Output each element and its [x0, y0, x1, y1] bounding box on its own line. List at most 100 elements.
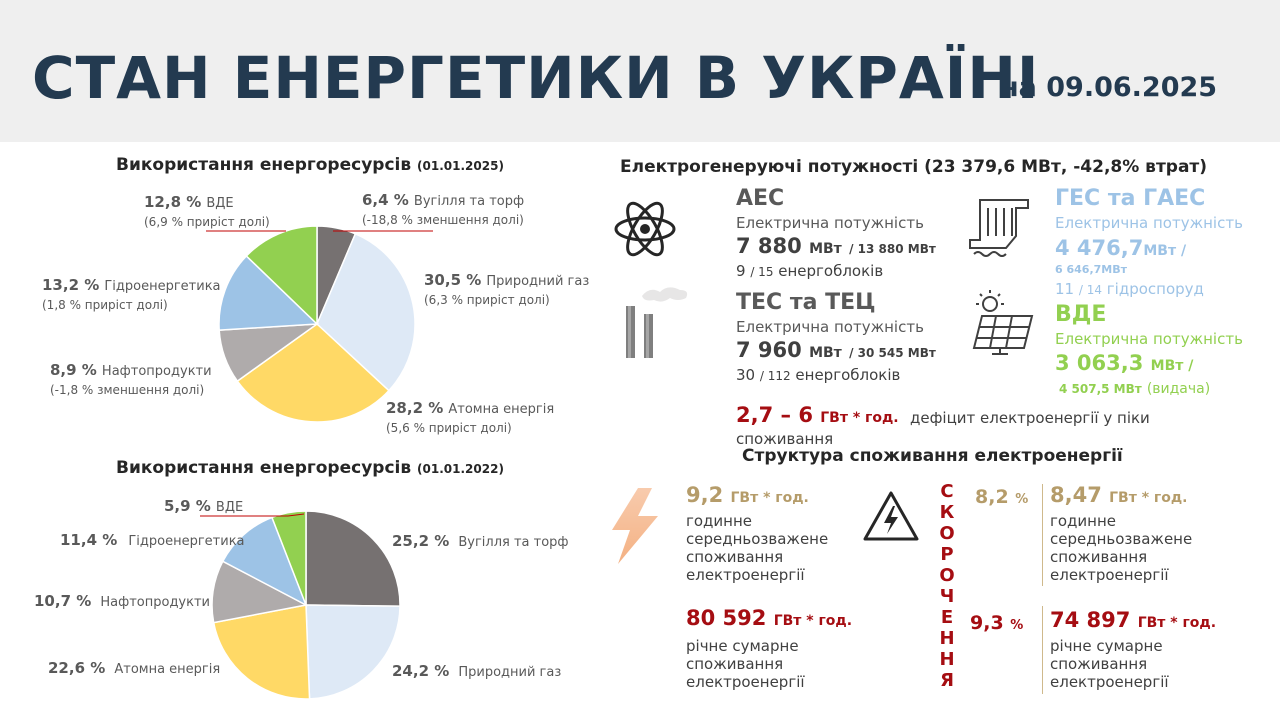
ges-sub: Електрична потужність — [1055, 214, 1243, 232]
pie-2025-hydro-note: (1,8 % приріст долі) — [42, 298, 168, 312]
aes-count: 9 — [736, 262, 746, 280]
pie-2025-hydro-pct: 13,2 % — [42, 276, 100, 294]
pie-2025-gas-note: (6,3 % приріст долі) — [424, 293, 550, 307]
pie-2022-label-hydro: 11,4 % Гідроенергетика — [60, 530, 245, 549]
tes-count-total: / 112 — [759, 369, 791, 383]
annual-before-value: 80 592 — [686, 606, 767, 630]
pie-2022-label-oil: 10,7 % Нафтопродукти — [34, 591, 210, 610]
tes-count: 30 — [736, 366, 756, 384]
pie-2025-label-vde: 12,8 % ВДЕ (6,9 % приріст долі) — [144, 192, 270, 230]
annual-before-desc-2: споживання — [686, 655, 784, 673]
pie-2025-vde-pct: 12,8 % — [144, 193, 202, 211]
ges-count-line: 11 / 14 гідроспоруд — [1055, 280, 1204, 298]
deficit-unit: ГВт * год. — [820, 410, 899, 426]
annual-reduction-line: 9,3 % — [970, 612, 1023, 634]
annual-reduction-value: 9,3 — [970, 612, 1004, 634]
pie-2022-label-coal: 25,2 % Вугілля та торф — [392, 531, 569, 550]
pie-2022-vde-leader-tip — [287, 513, 305, 517]
hourly-after-value: 8,47 — [1050, 483, 1102, 507]
pie-2025-coal-pct: 6,4 % — [362, 191, 409, 209]
pie-2022-nuclear-pct: 22,6 % — [48, 659, 106, 677]
reduction-vertical-letter: Н — [939, 628, 955, 649]
pie-2022-vde-pct: 5,9 % — [164, 497, 211, 515]
ges-of: 6 646,7МВт — [1055, 263, 1127, 276]
atom-icon — [614, 201, 676, 257]
hourly-before-desc-1: годинне — [686, 512, 753, 530]
annual-before-unit: ГВт * год. — [773, 613, 853, 629]
pie-2022-coal-name: Вугілля та торф — [458, 535, 569, 550]
vde-sub: Електрична потужність — [1055, 330, 1243, 348]
reduction-vertical-letter: Р — [940, 544, 954, 565]
reduction-vertical-letter: К — [939, 502, 955, 523]
aes-value-line: 7 880 МВт / 13 880 МВт — [736, 234, 936, 258]
vde-value: 3 063,3 — [1055, 351, 1144, 375]
aes-sub: Електрична потужність — [736, 214, 924, 232]
pie-2022-vde-name: ВДЕ — [215, 500, 244, 515]
annual-before-desc: річне сумарне споживання електроенергії — [686, 637, 805, 691]
hourly-after-desc-2: середньозважене — [1050, 530, 1193, 548]
aes-name: АЕС — [736, 186, 785, 211]
hourly-reduction-pct: % — [1015, 492, 1029, 507]
hourly-before-desc: годинне середньозважене споживання елект… — [686, 512, 828, 584]
pie-2022-label-nuclear: 22,6 % Атомна енергія — [48, 658, 220, 677]
reduction-vertical-letter: Я — [940, 670, 954, 691]
pie-2022-slice-1 — [305, 604, 401, 700]
pie-2022-hydro-name: Гідроенергетика — [128, 534, 245, 549]
annual-after-value: 74 897 — [1050, 608, 1131, 632]
high-voltage-warning-icon — [863, 491, 919, 541]
chart-2022-title-text: Використання енергоресурсів — [116, 458, 412, 478]
pie-2025-coal-name: Вугілля та торф — [413, 194, 525, 209]
aes-value: 7 880 — [736, 234, 802, 258]
ges-count-label: гідроспоруд — [1106, 280, 1204, 298]
vde-value-line: 3 063,3 МВт / — [1055, 351, 1193, 375]
annual-before-desc-1: річне сумарне — [686, 637, 799, 655]
annual-before-desc-3: електроенергії — [686, 673, 805, 691]
vde-of-note: (видача) — [1146, 381, 1211, 397]
pie-2025-oil-note: (-1,8 % зменшення долі) — [50, 383, 205, 397]
pie-2025-label-gas: 30,5 % Природний газ (6,3 % приріст долі… — [424, 270, 589, 308]
pie-2022-slice-4 — [221, 516, 308, 607]
aes-count-total: / 15 — [750, 265, 774, 279]
dam-icon — [969, 199, 1029, 257]
hourly-before-unit: ГВт * год. — [730, 490, 809, 506]
pie-2025-nuclear-name: Атомна енергія — [448, 402, 555, 417]
chart-2025-title: Використання енергоресурсів (01.01.2025) — [116, 155, 504, 175]
pie-2022-label-vde: 5,9 % ВДЕ — [164, 496, 243, 515]
pie-2025-slice-4 — [218, 254, 319, 331]
pie-2025-nuclear-note: (5,6 % приріст долі) — [386, 421, 512, 435]
hourly-before-desc-2: середньозважене — [686, 530, 829, 548]
pie-2025-vde-name: ВДЕ — [206, 196, 234, 211]
pie-2025-nuclear-pct: 28,2 % — [386, 399, 444, 417]
pie-2025-label-nuclear: 28,2 % Атомна енергія (5,6 % приріст дол… — [386, 398, 554, 436]
pie-2025-coal-note: (-18,8 % зменшення долі) — [362, 213, 524, 227]
reduction-vertical-letter: Е — [940, 607, 954, 628]
pie-2025-gas-pct: 30,5 % — [424, 271, 482, 289]
tes-value-line: 7 960 МВт / 30 545 МВт — [736, 338, 936, 362]
consumption-title: Структура споживання електроенергії — [742, 446, 1123, 466]
pie-2025-slice-5 — [245, 225, 318, 326]
hourly-after-desc-1: годинне — [1050, 512, 1117, 530]
annual-after-desc: річне сумарне споживання електроенергії — [1050, 637, 1169, 691]
deficit-value-line: 2,7 – 6 ГВт * год. — [736, 403, 899, 427]
reduction-vertical-letter: О — [939, 565, 955, 586]
reduction-vertical-letter: Н — [939, 649, 955, 670]
pie-2025-oil-name: Нафтопродукти — [101, 364, 212, 379]
vde-unit: МВт / — [1150, 358, 1194, 374]
hourly-after-unit: ГВт * год. — [1109, 490, 1188, 506]
aes-of: / 13 880 МВт — [849, 242, 936, 256]
pie-2025-vde-note: (6,9 % приріст долі) — [144, 215, 270, 229]
pie-2022-gas-pct: 24,2 % — [392, 662, 450, 680]
reduction-vertical-letter: О — [939, 523, 955, 544]
aes-unit: МВт — [809, 241, 842, 257]
pie-2025-gas-name: Природний газ — [486, 274, 590, 289]
hourly-after-desc-4: електроенергії — [1050, 566, 1169, 584]
hourly-after-value-line: 8,47 ГВт * год. — [1050, 483, 1187, 507]
tes-sub: Електрична потужність — [736, 318, 924, 336]
ges-name: ГЕС та ГАЕС — [1055, 186, 1206, 211]
reduction-vertical-letter: С — [940, 481, 954, 502]
hourly-before-desc-3: споживання — [686, 548, 784, 566]
pie-2025-slice-2 — [236, 323, 390, 423]
tes-count-label: енергоблоків — [795, 366, 901, 384]
